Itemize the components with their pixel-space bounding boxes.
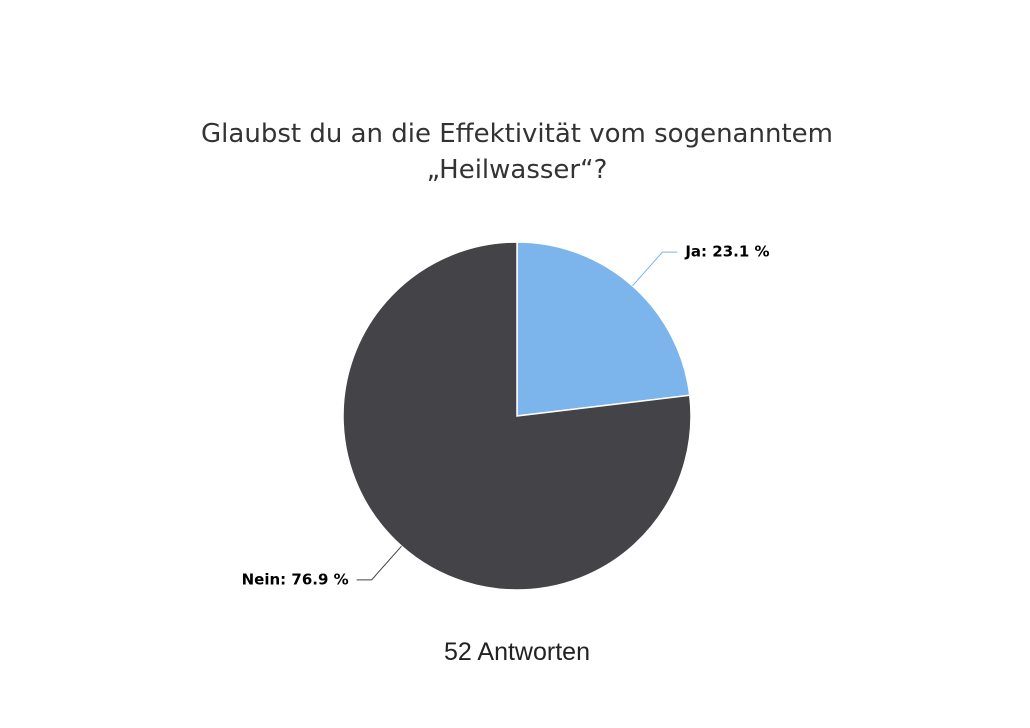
data-label: Ja: 23.1 % xyxy=(684,243,769,261)
footer: 52 Antworten xyxy=(444,638,590,666)
pie-slice xyxy=(342,241,692,591)
connector xyxy=(632,251,678,287)
pie-slice xyxy=(516,241,691,417)
chart-title: Glaubst du an die Effektivität vom sogen… xyxy=(201,119,833,149)
chart-title: „Heilwasser“? xyxy=(427,155,608,185)
data-label: Nein: 76.9 % xyxy=(242,570,349,588)
connector xyxy=(356,545,402,581)
